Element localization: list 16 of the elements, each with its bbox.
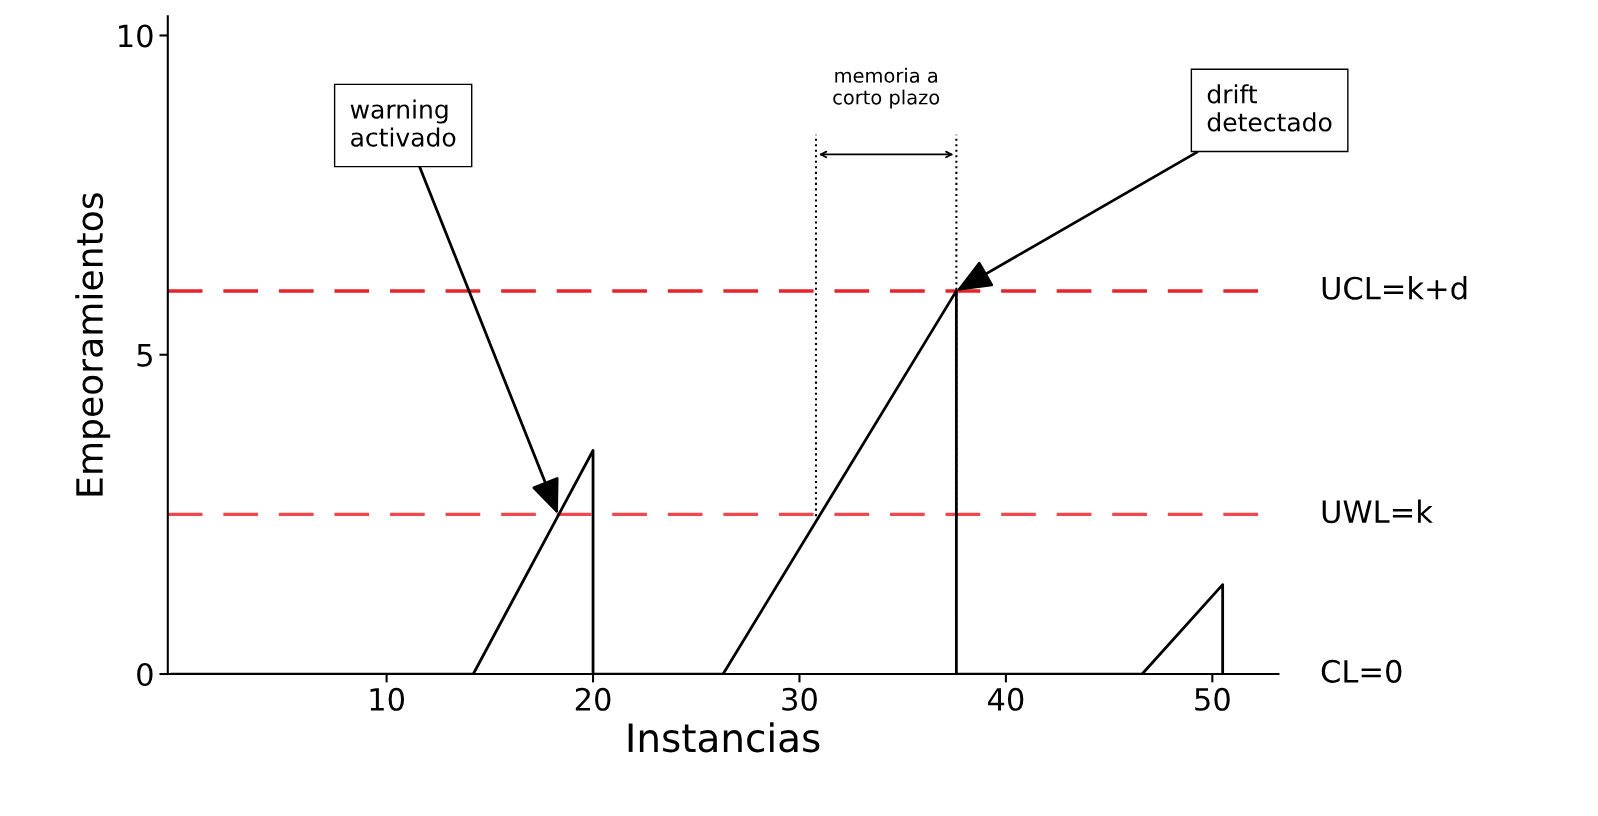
- text: CL=0: [1321, 659, 1402, 683]
- y-axis-title: Empeoramientos: [75, 193, 111, 496]
- x-tick-label: 40: [987, 687, 1024, 711]
- x-tick-label: 50: [1195, 687, 1230, 711]
- y-tick-label: 0: [137, 662, 153, 687]
- x-tick-label: 20: [575, 687, 611, 711]
- x-axis-title: Instancias: [628, 722, 820, 753]
- y-tick-label: 5: [137, 344, 152, 367]
- annotation: memoria a corto plazo: [833, 67, 940, 109]
- ref-line-label: UCL=k+d: [1322, 276, 1467, 300]
- y-tick-label: 10: [119, 24, 153, 48]
- x-tick-label: 30: [782, 687, 817, 711]
- annotation: warning activado: [350, 99, 456, 147]
- x-tick-label: 10: [370, 687, 405, 711]
- ref-line-label: UWL=k: [1322, 499, 1433, 524]
- annotation: drift detectado: [1207, 84, 1332, 132]
